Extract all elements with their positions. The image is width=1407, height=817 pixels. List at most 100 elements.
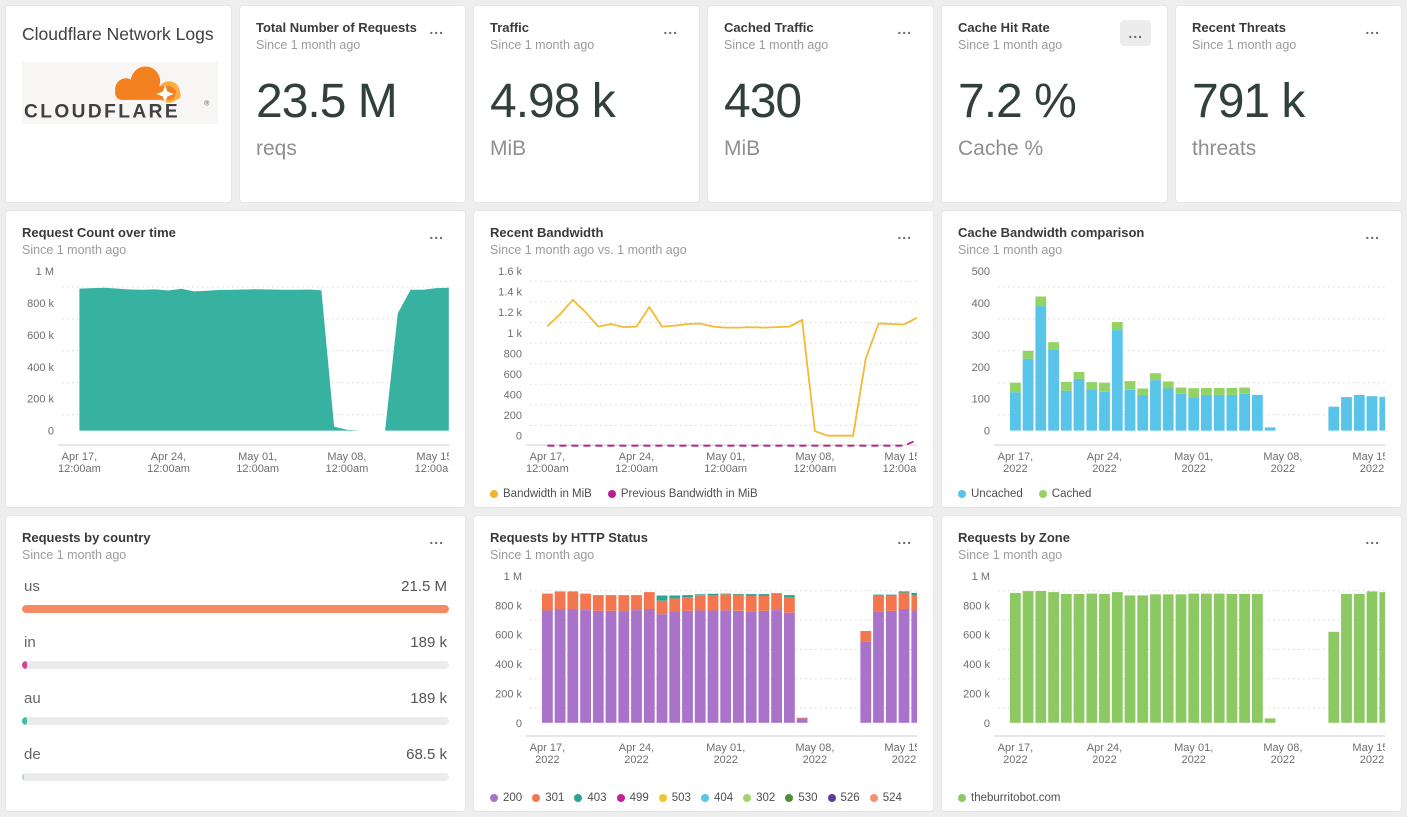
svg-text:Apr 17,2022: Apr 17, 2022 xyxy=(530,742,565,766)
svg-text:400 k: 400 k xyxy=(963,659,990,671)
chart-legend: theburritobot.com xyxy=(958,792,1061,804)
legend-item-cached[interactable]: Cached xyxy=(1038,488,1091,500)
country-label: au xyxy=(24,690,41,707)
panel-menu-button[interactable]: ... xyxy=(1360,225,1385,243)
svg-text:May 01,2022: May 01, 2022 xyxy=(1174,451,1213,475)
svg-text:1 M: 1 M xyxy=(972,571,990,583)
stat-value: 7.2 % xyxy=(958,75,1077,128)
stat-value: 4.98 k xyxy=(490,75,616,128)
panel-requests-by-country: Requests by country Since 1 month ago ..… xyxy=(5,515,466,812)
legend-item-200[interactable]: 200 xyxy=(490,792,522,804)
svg-text:1.6 k: 1.6 k xyxy=(498,266,522,278)
legend-item-499[interactable]: 499 xyxy=(616,792,649,804)
svg-text:300: 300 xyxy=(972,330,990,342)
panel-menu-button[interactable]: ... xyxy=(892,225,917,243)
panel-menu-button[interactable]: ... xyxy=(658,20,683,38)
panel-dashboard-title: Cloudflare Network Logs CLOUDFLARE ® xyxy=(5,5,232,203)
zone-chart[interactable]: 1 M 800 k 600 k 400 k 200 k 0 Apr 17, 2022 Apr 2… xyxy=(958,568,1391,770)
legend-dot-icon xyxy=(869,794,878,802)
svg-text:800 k: 800 k xyxy=(495,600,522,612)
panel-subtitle: Since 1 month ago xyxy=(256,38,361,52)
legend-dot-icon xyxy=(490,794,498,802)
legend-label: 526 xyxy=(840,792,860,804)
legend-item-530[interactable]: 530 xyxy=(785,792,818,804)
panel-menu-button[interactable]: ... xyxy=(892,530,917,548)
panel-menu-button[interactable]: ... xyxy=(424,225,449,243)
panel-menu-button[interactable]: ... xyxy=(1360,530,1385,548)
panel-recent-threats: Recent Threats Since 1 month ago ... 791… xyxy=(1175,5,1402,203)
stat-unit: MiB xyxy=(724,137,761,160)
country-chart: us 21.5 M in 189 k au 189 k de 68.5 k xyxy=(22,578,449,781)
stat-unit: reqs xyxy=(256,137,297,160)
country-value: 68.5 k xyxy=(406,746,447,763)
stats-row: Cloudflare Network Logs CLOUDFLARE ® xyxy=(5,5,1402,203)
svg-text:May 15,12:00am: May 15,12:00am xyxy=(415,451,449,475)
legend-item-uncached[interactable]: Uncached xyxy=(958,488,1023,500)
legend-dot-icon xyxy=(743,794,752,802)
legend-label: Previous Bandwidth in MiB xyxy=(620,488,758,500)
panel-title: Requests by Zone xyxy=(958,530,1070,545)
svg-text:May 15,2022: May 15,2022 xyxy=(884,742,917,766)
legend-item-theburritobot-com[interactable]: theburritobot.com xyxy=(958,792,1061,804)
legend-dot-icon xyxy=(700,794,709,802)
request-count-chart[interactable]: 1 M 800 k 600 k 400 k 200 k 0 Apr 17, 12:00am Ap… xyxy=(22,263,457,479)
svg-text:600 k: 600 k xyxy=(495,630,522,642)
svg-text:May 15,12:00am: May 15,12:00am xyxy=(883,451,917,475)
svg-text:800: 800 xyxy=(504,348,522,360)
panel-title: Recent Threats xyxy=(1192,20,1286,35)
legend-label: 530 xyxy=(798,792,818,804)
svg-text:600 k: 600 k xyxy=(27,330,54,342)
svg-text:Apr 24,12:00am: Apr 24, 12:00am xyxy=(615,451,658,475)
cloud-icon xyxy=(115,66,181,104)
svg-text:May 01,12:00am: May 01, 12:00am xyxy=(704,451,747,475)
country-value: 189 k xyxy=(410,634,447,651)
legend-label: 301 xyxy=(545,792,565,804)
svg-text:600: 600 xyxy=(504,369,522,381)
panel-title: Total Number of Requests xyxy=(256,20,417,35)
svg-text:400: 400 xyxy=(972,298,990,310)
legend-item-524[interactable]: 524 xyxy=(869,792,902,804)
stat-value: 791 k xyxy=(1192,75,1305,128)
panel-title: Cached Traffic xyxy=(724,20,814,35)
svg-text:500: 500 xyxy=(972,266,990,278)
cache-bandwidth-chart[interactable]: 500 400 300 200 100 0 Apr 17, 2022 Apr 24, 2022 Ma… xyxy=(958,263,1392,479)
svg-text:400 k: 400 k xyxy=(495,659,522,671)
legend-item-previous-bandwidth-in-mib[interactable]: Previous Bandwidth in MiB xyxy=(607,488,758,500)
legend-label: Uncached xyxy=(971,488,1023,500)
svg-text:May 08,12:00am: May 08, 12:00am xyxy=(325,451,368,475)
legend-item-403[interactable]: 403 xyxy=(574,792,607,804)
legend-dot-icon xyxy=(607,490,616,498)
recent-bandwidth-chart[interactable]: 1.6 k 1.4 k 1.2 k 1 k 800 600 400 200 0 Apr 17, 12… xyxy=(490,263,925,479)
panel-menu-button[interactable]: ... xyxy=(1120,20,1151,46)
country-row: in 189 k xyxy=(22,634,449,669)
legend-item-302[interactable]: 302 xyxy=(743,792,775,804)
http-status-chart[interactable]: 1 M 800 k 600 k 400 k 200 k 0 Apr 17, 2022 Apr 2… xyxy=(490,568,923,770)
legend-label: Bandwidth in MiB xyxy=(503,488,592,500)
panel-request-count: Request Count over time Since 1 month ag… xyxy=(5,210,466,508)
legend-dot-icon xyxy=(616,794,625,802)
panel-menu-button[interactable]: ... xyxy=(424,530,449,548)
panel-menu-button[interactable]: ... xyxy=(892,20,917,38)
panel-recent-bandwidth: Recent Bandwidth Since 1 month ago vs. 1… xyxy=(473,210,934,508)
panel-menu-button[interactable]: ... xyxy=(1360,20,1385,38)
country-bar-track xyxy=(22,605,449,613)
country-row: de 68.5 k xyxy=(22,746,449,781)
svg-text:200: 200 xyxy=(972,362,990,374)
legend-item-bandwidth-in-mib[interactable]: Bandwidth in MiB xyxy=(490,488,592,500)
legend-label: theburritobot.com xyxy=(971,792,1061,804)
legend-item-526[interactable]: 526 xyxy=(827,792,860,804)
svg-text:1 M: 1 M xyxy=(504,571,522,583)
legend-item-301[interactable]: 301 xyxy=(532,792,564,804)
legend-item-404[interactable]: 404 xyxy=(700,792,733,804)
panel-menu-button[interactable]: ... xyxy=(424,20,449,38)
svg-text:1.2 k: 1.2 k xyxy=(498,307,522,319)
country-label: us xyxy=(24,578,40,595)
legend-item-503[interactable]: 503 xyxy=(658,792,691,804)
svg-text:400 k: 400 k xyxy=(27,362,54,374)
svg-text:1 M: 1 M xyxy=(36,266,54,278)
stat-unit: threats xyxy=(1192,137,1257,160)
svg-text:0: 0 xyxy=(516,718,522,730)
svg-text:May 01,12:00am: May 01, 12:00am xyxy=(236,451,279,475)
svg-text:May 15,2022: May 15,2022 xyxy=(1352,742,1385,766)
country-bar-track xyxy=(22,661,449,669)
